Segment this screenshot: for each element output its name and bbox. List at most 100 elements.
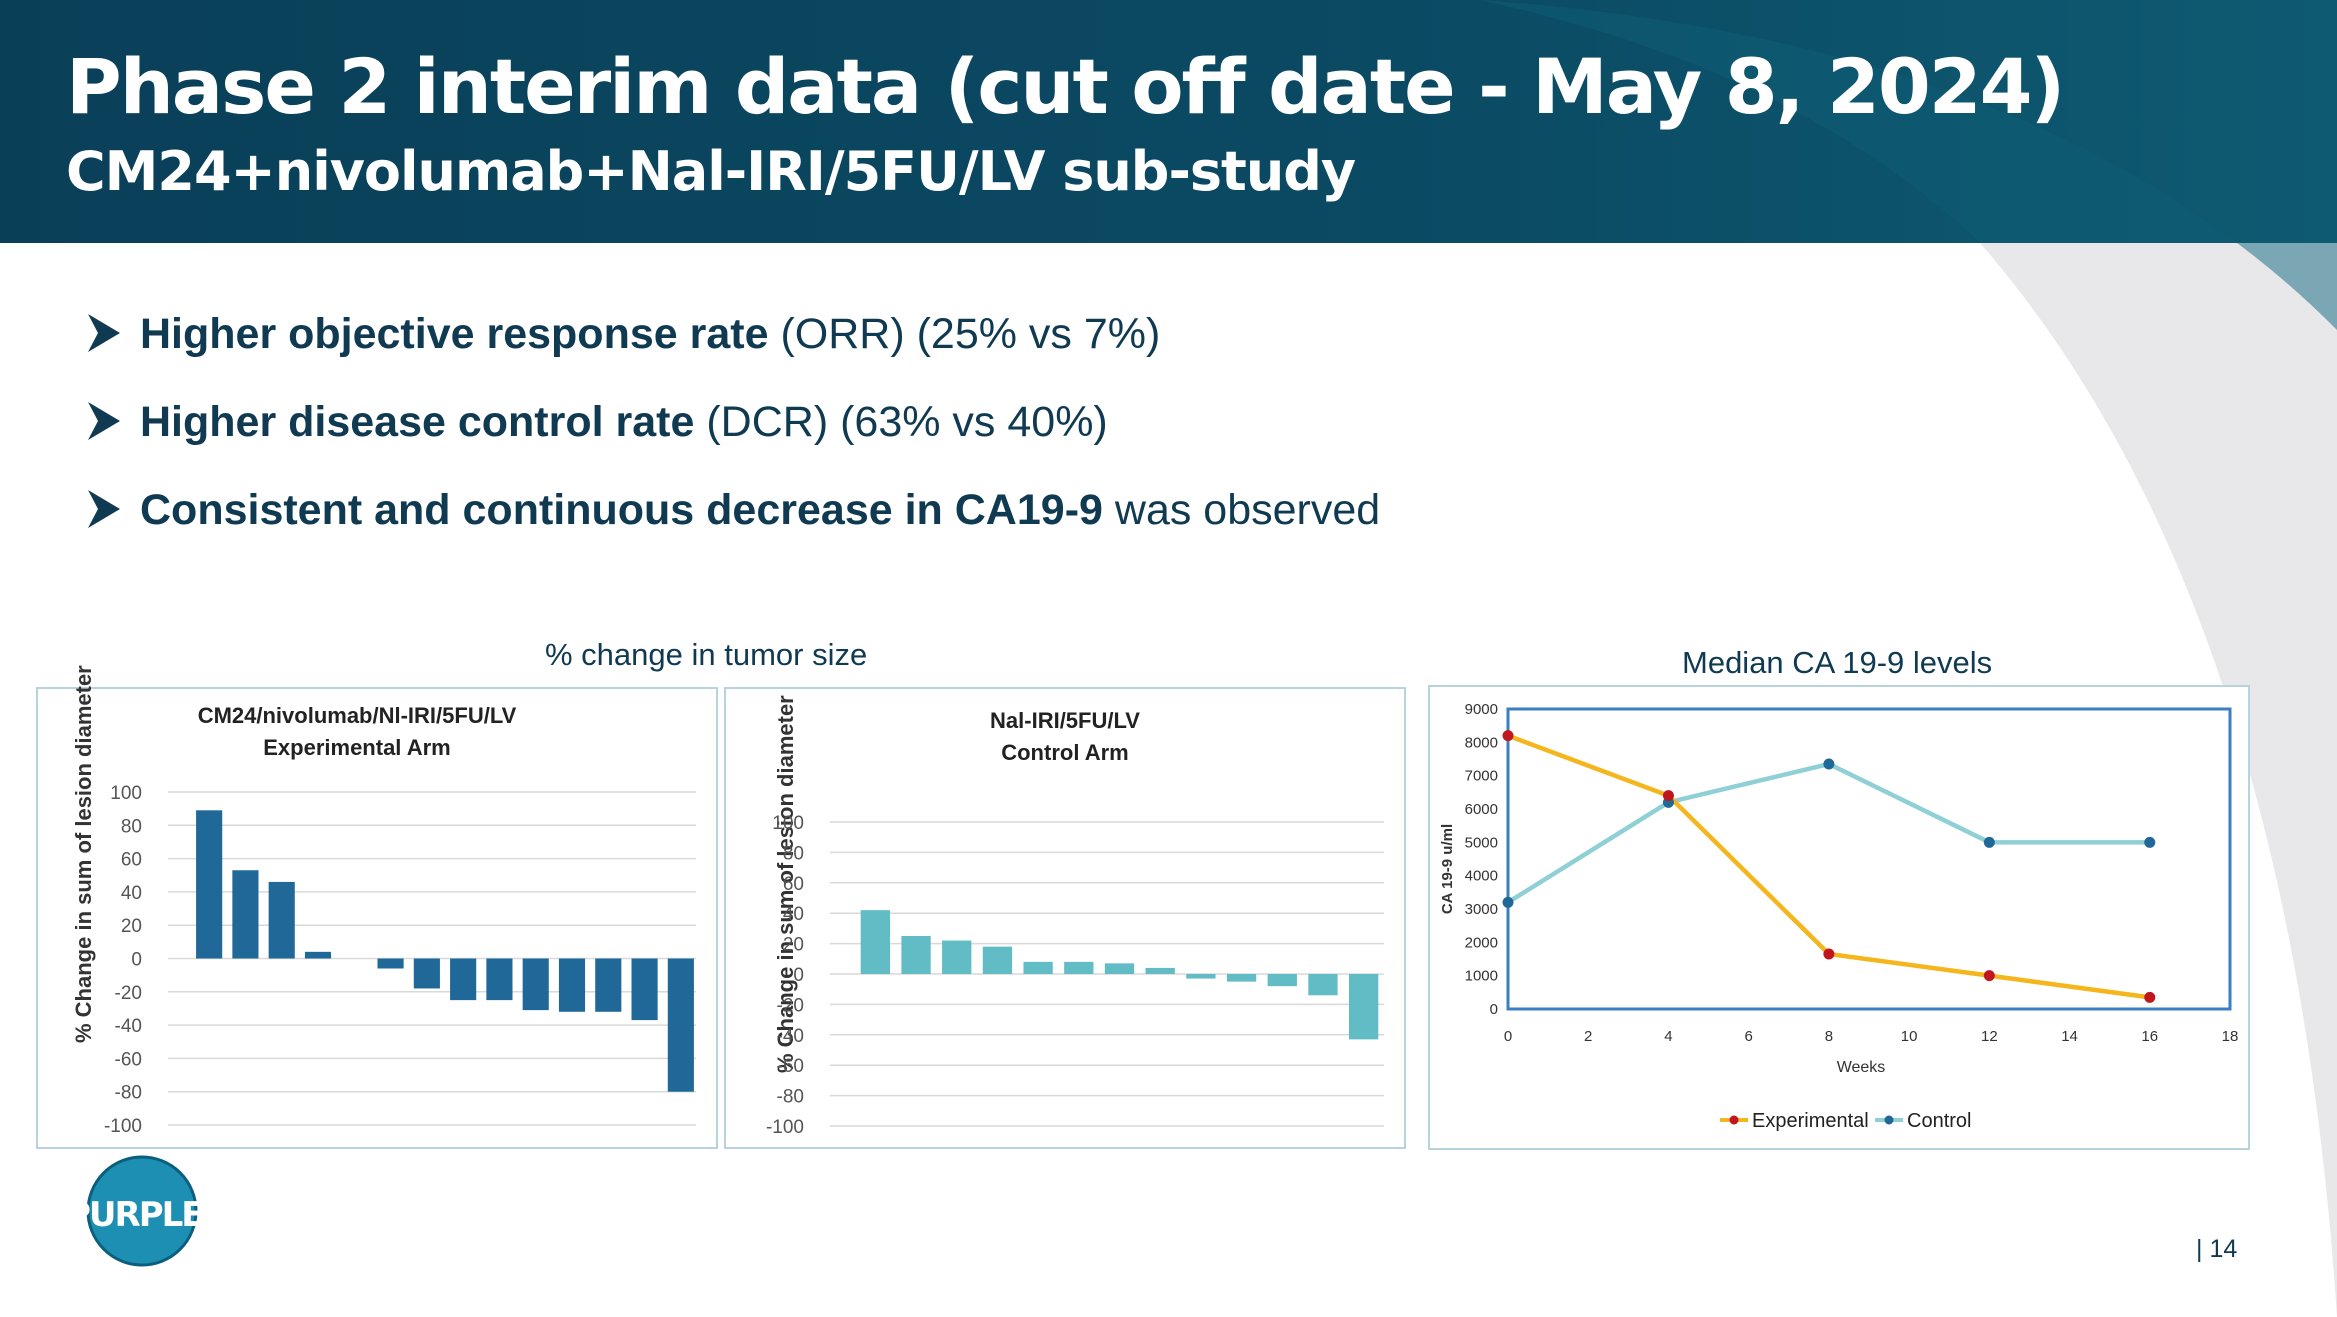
- ca199-y-axis-label: CA 19-9 u/ml: [1439, 824, 1456, 914]
- control-y-tick-label: 60: [783, 874, 804, 895]
- control-chart-subtitle: Control Arm: [1001, 740, 1129, 765]
- experimental-bar: [377, 958, 404, 969]
- ca199-y-tick-label: 9000: [1465, 701, 1498, 718]
- bullet-rest-text: was observed: [1102, 486, 1381, 534]
- ca199-x-tick-label: 0: [1504, 1028, 1512, 1045]
- tumor-size-caption: % change in tumor size: [545, 637, 868, 672]
- control-y-tick-label: -60: [777, 1056, 804, 1077]
- experimental-y-tick-label: 60: [121, 850, 142, 871]
- series-point-control: [2144, 836, 2156, 848]
- legend-marker-experimental: [1729, 1115, 1739, 1125]
- control-bar: [860, 910, 890, 974]
- arrowhead-bullet-icon: [88, 490, 120, 528]
- bullet-ca199: Consistent and continuous decrease in CA…: [86, 486, 1586, 574]
- series-point-control: [1983, 836, 1995, 848]
- experimental-y-tick-label: -100: [104, 1116, 142, 1137]
- ca199-y-tick-label: 0: [1490, 1001, 1498, 1018]
- ca199-panel: 0 1000 2000 3000 4000 5000 6000 7000 8000 9000 0 2 4…: [1428, 685, 2250, 1150]
- control-bar: [1308, 974, 1338, 996]
- grey-arc-decoration: [1480, 0, 2337, 1317]
- ca199-x-tick-label: 8: [1825, 1028, 1833, 1045]
- experimental-bar: [304, 951, 332, 959]
- experimental-bar: [232, 870, 259, 959]
- experimental-bar: [631, 958, 658, 1021]
- series-point-control: [1502, 896, 1514, 908]
- experimental-y-tick-label: 100: [110, 783, 142, 804]
- control-y-tick-label: -80: [777, 1087, 804, 1108]
- ca199-caption: Median CA 19-9 levels: [1682, 645, 1993, 680]
- control-y-tick-label: 20: [783, 935, 804, 956]
- control-chart-title: Nal-IRI/5FU/LV: [990, 708, 1140, 733]
- control-bar: [1267, 974, 1297, 987]
- experimental-chart-title: CM24/nivolumab/Nl-IRI/5FU/LV: [197, 703, 517, 728]
- experimental-arm-panel: CM24/nivolumab/Nl-IRI/5FU/LV Experimenta…: [36, 665, 718, 1149]
- experimental-bar: [558, 958, 586, 1012]
- ca199-x-tick-label: 4: [1664, 1028, 1672, 1045]
- page-title: Phase 2 interim data (cut off date - May…: [66, 42, 2065, 131]
- ca199-x-tick-label: 18: [2222, 1028, 2239, 1045]
- control-y-tick-label: -100: [766, 1117, 804, 1138]
- bullet-bold-text: Higher objective response rate: [140, 310, 769, 358]
- page-number: | 14: [2196, 1235, 2238, 1263]
- series-point-experimental: [2144, 991, 2156, 1003]
- control-y-tick-label: -20: [777, 995, 804, 1016]
- header-arc-decoration: [1480, 0, 2337, 330]
- bullet-bold-text: Higher disease control rate: [140, 398, 695, 446]
- ca199-y-tick-label: 3000: [1465, 901, 1498, 918]
- ca199-y-tick-label: 1000: [1465, 968, 1498, 985]
- series-point-experimental: [1502, 730, 1514, 742]
- legend-label-experimental: Experimental: [1752, 1110, 1869, 1132]
- experimental-y-tick-label: -40: [115, 1016, 142, 1037]
- bullet-dcr: Higher disease control rate (DCR) (63% v…: [86, 398, 1586, 486]
- ca199-y-tick-label: 8000: [1465, 734, 1498, 751]
- ca199-x-tick-label: 6: [1744, 1028, 1752, 1045]
- control-bar: [1145, 967, 1175, 974]
- arrowhead-bullet-icon: [88, 402, 120, 440]
- control-arm-panel: Nal-IRI/5FU/LV Control Arm % Change in s…: [724, 687, 1406, 1149]
- arrowhead-bullet-icon: [88, 314, 120, 352]
- experimental-y-tick-label: 0: [131, 950, 142, 971]
- experimental-y-tick-label: -80: [115, 1083, 142, 1104]
- series-line-control: [1506, 761, 2150, 905]
- control-y-tick-label: 40: [783, 904, 804, 925]
- ca199-line-chart: 0 1000 2000 3000 4000 5000 6000 7000 8000 9000 0 2 4…: [1439, 701, 2239, 1132]
- ca199-x-tick-label: 16: [2141, 1028, 2158, 1045]
- ca199-x-tick-label: 14: [2061, 1028, 2078, 1045]
- logo-text: PURPLE: [66, 1195, 205, 1235]
- bullet-list: Higher objective response rate (ORR) (25…: [86, 310, 1586, 574]
- legend-label-control: Control: [1907, 1110, 1971, 1132]
- experimental-y-tick-label: -20: [115, 983, 142, 1004]
- ca199-y-tick-label: 4000: [1465, 868, 1498, 885]
- experimental-bar: [196, 810, 223, 959]
- control-bar: [1064, 961, 1094, 974]
- plot-area-frame: [1506, 707, 2232, 1011]
- experimental-y-tick-label: -60: [115, 1049, 142, 1070]
- control-bar: [1104, 963, 1135, 974]
- experimental-bar: [667, 958, 694, 1092]
- experimental-bar: [450, 958, 477, 1001]
- experimental-bar: [268, 881, 295, 959]
- control-bar: [1349, 974, 1379, 1040]
- ca199-y-tick-label: 2000: [1465, 934, 1498, 951]
- control-bar: [1186, 974, 1216, 979]
- series-point-experimental: [1662, 790, 1674, 802]
- experimental-bar: [522, 958, 549, 1011]
- control-y-tick-label: 0: [793, 965, 804, 986]
- experimental-chart-subtitle: Experimental Arm: [263, 735, 451, 760]
- ca199-x-tick-label: 10: [1901, 1028, 1918, 1045]
- bullet-rest-text: (DCR) (63% vs 40%): [694, 398, 1108, 446]
- ca199-y-tick-label: 6000: [1465, 801, 1498, 818]
- control-y-tick-label: 80: [783, 843, 804, 864]
- ca199-y-tick-label: 7000: [1465, 768, 1498, 785]
- control-bar-chart: 100 80 60 40 20 0 -20 -40 -60 -80 -100: [766, 813, 1384, 1138]
- control-y-tick-label: 100: [772, 813, 804, 834]
- control-bar: [901, 936, 931, 974]
- ca199-x-axis-label: Weeks: [1837, 1059, 1886, 1076]
- control-bar: [942, 940, 972, 974]
- experimental-bar: [486, 958, 513, 1001]
- experimental-bar: [413, 958, 440, 989]
- bullet-bold-text: Consistent and continuous decrease in CA…: [140, 486, 1103, 534]
- series-point-experimental: [1983, 970, 1995, 982]
- control-bar: [982, 946, 1013, 974]
